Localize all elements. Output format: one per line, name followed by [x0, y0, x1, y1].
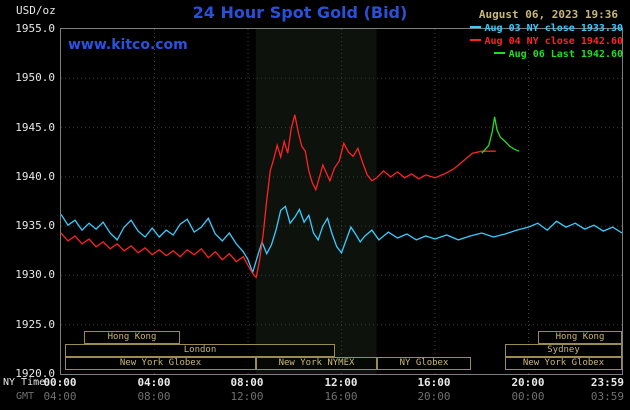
legend-item: Aug 03 NY close 1933.30: [469, 22, 623, 35]
legend-line-icon: [469, 38, 481, 41]
x-tick-ny-time: 16:00: [417, 376, 451, 389]
session-box: NY Globex: [377, 357, 471, 370]
y-axis-unit: USD/oz: [16, 4, 56, 17]
x-tick-ny-time: 20:00: [511, 376, 545, 389]
x-tick-gmt: 03:59: [590, 390, 624, 403]
x-tick-gmt: 00:00: [511, 390, 545, 403]
kitco-link[interactable]: www.kitco.com: [68, 37, 188, 53]
x-tick-gmt: 20:00: [417, 390, 451, 403]
session-box: Hong Kong: [84, 331, 180, 344]
x-tick-ny-time: 00:00: [43, 376, 77, 389]
session-box: New York Globex: [505, 357, 622, 370]
ny-time-axis-label: NY Time: [3, 377, 46, 388]
legend-line-icon: [469, 25, 481, 28]
x-tick-gmt: 08:00: [137, 390, 171, 403]
legend-item: Aug 06 Last 1942.60: [470, 48, 623, 61]
y-tick-label: 1930.0: [15, 268, 55, 281]
plot-area: www.kitco.com Hong Kong Hong Kong London Sy…: [60, 28, 623, 375]
page-title: 24 Hour Spot Gold (Bid): [192, 3, 408, 22]
x-tick-ny-time: 04:00: [137, 376, 171, 389]
legend-line-icon: [493, 51, 505, 54]
legend: Aug 03 NY close 1933.30 Aug 04 NY close 1…: [469, 22, 623, 61]
y-tick-label: 1935.0: [15, 219, 55, 232]
chart-canvas: [61, 29, 622, 374]
gmt-axis-label: GMT: [16, 391, 35, 402]
session-box: Sydney: [505, 344, 622, 357]
y-tick-label: 1940.0: [15, 170, 55, 183]
chart-datetime: August 06, 2023 19:36: [478, 8, 618, 21]
legend-item: Aug 04 NY close 1942.60: [469, 35, 623, 48]
session-box: London: [65, 344, 335, 357]
y-tick-label: 1950.0: [15, 71, 55, 84]
market-sessions: Hong Kong Hong Kong London Sydney New York G…: [61, 29, 622, 374]
session-box: Hong Kong: [538, 331, 622, 344]
session-box: New York Globex: [65, 357, 256, 370]
x-tick-ny-time: 12:00: [324, 376, 358, 389]
x-tick-gmt: 12:00: [230, 390, 264, 403]
y-tick-label: 1945.0: [15, 121, 55, 134]
y-tick-label: 1925.0: [15, 318, 55, 331]
x-tick-gmt: 04:00: [43, 390, 77, 403]
x-tick-gmt: 16:00: [324, 390, 358, 403]
x-tick-ny-time: 08:00: [230, 376, 264, 389]
y-tick-label: 1955.0: [15, 22, 55, 35]
session-box: New York NYMEX: [256, 357, 377, 370]
y-tick-label: 1920.0: [15, 367, 55, 380]
x-tick-ny-time: 23:59: [590, 376, 624, 389]
